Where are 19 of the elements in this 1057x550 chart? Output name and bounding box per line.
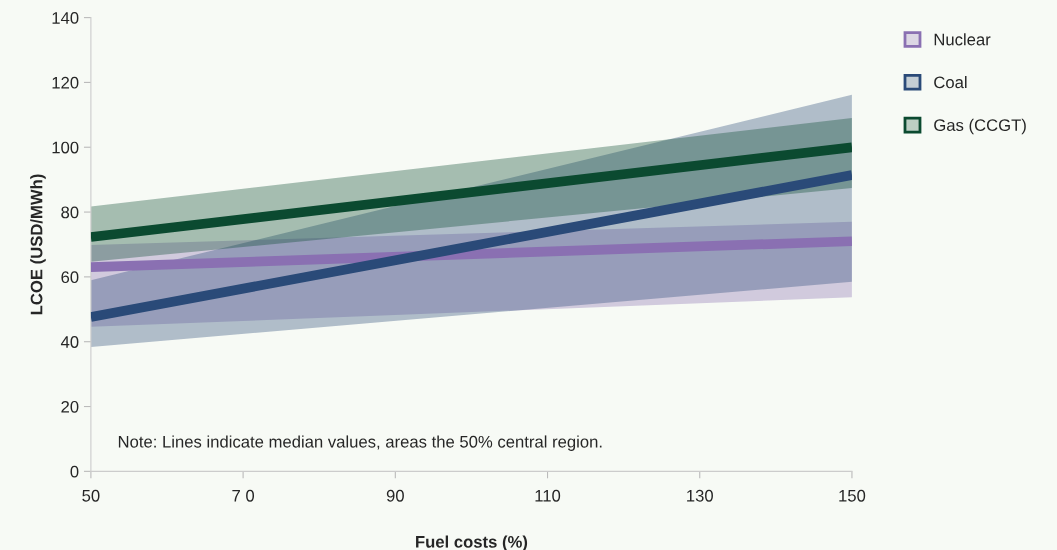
x-tick-label: 150 (839, 489, 866, 502)
legend-label: Nuclear (934, 33, 991, 46)
y-tick-label: 100 (52, 141, 79, 154)
y-tick-label: 60 (61, 271, 79, 284)
y-axis-title: LCOE (USD/MWh) (30, 174, 46, 315)
x-tick-label: 130 (687, 489, 713, 502)
y-tick-label: 40 (60, 336, 79, 348)
annotation: Note: Lines indicate median values, areas the 50% central region. (118, 435, 602, 451)
y-tick-label: 80 (61, 206, 79, 219)
legend-label: Coal (934, 75, 967, 89)
x-tick-label: 110 (535, 489, 561, 502)
x-tick-label: 90 (386, 489, 404, 502)
x-tick-label: 50 (82, 489, 100, 502)
y-tick-label: 20 (61, 400, 79, 413)
y-tick-label: 140 (52, 12, 79, 24)
y-tick-label: 120 (52, 76, 79, 89)
y-tick-label: 0 (70, 465, 79, 478)
x-tick-label: 7 0 (232, 489, 255, 502)
legend-label: Gas (CCGT) (934, 118, 1026, 135)
